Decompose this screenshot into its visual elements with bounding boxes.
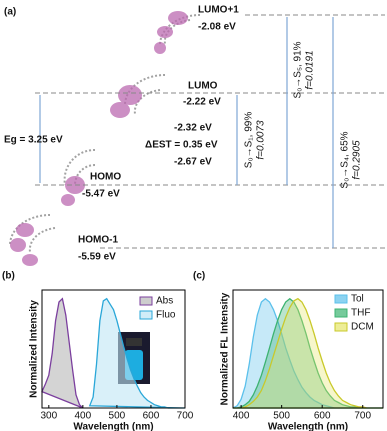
transition-label: S₀→S₄, 65%	[340, 131, 351, 188]
x-axis-label: Wavelength (nm)	[268, 422, 348, 431]
level-energy: -2.08 eV	[198, 22, 236, 33]
level-energy: -2.22 eV	[183, 97, 221, 108]
est-value: ΔEST = 0.35 eV	[145, 140, 218, 151]
spectrum	[41, 297, 84, 409]
molecule-images	[9, 11, 201, 266]
level-energy: -5.59 eV	[78, 252, 116, 263]
x-tick-label: 700	[177, 411, 194, 422]
level-name: LUMO	[188, 81, 218, 92]
level-energy: -5.47 eV	[82, 189, 120, 200]
transition-label: S₀→S₁, 99%	[244, 112, 255, 169]
gap-label: Eg = 3.25 eV	[4, 135, 63, 146]
legend-label: Fluo	[156, 310, 176, 321]
y-axis-label: Normalized Intensity	[29, 300, 40, 398]
panel-label: (b)	[2, 271, 15, 282]
legend-label: DCM	[351, 322, 374, 333]
x-tick-label: 500	[109, 411, 126, 422]
x-tick-label: 300	[40, 411, 57, 422]
plot-frame	[232, 289, 384, 409]
x-tick-label: 700	[354, 411, 371, 422]
x-tick-label: 600	[143, 411, 160, 422]
level-name: HOMO-1	[78, 235, 118, 246]
legend-swatch	[139, 310, 153, 320]
transition-f: f=0.0073	[256, 120, 267, 160]
legend-swatch	[139, 296, 153, 306]
x-tick-label: 400	[75, 411, 92, 422]
x-tick-label: 400	[233, 411, 250, 422]
y-axis-label: Normalized FL Intensity	[220, 292, 231, 405]
est-value: -2.67 eV	[174, 157, 212, 168]
transition-f: f=0.0191	[305, 50, 316, 89]
spectrum	[233, 297, 383, 409]
transition-f: f=0.2905	[352, 140, 363, 180]
level-name: LUMO+1	[198, 5, 239, 16]
x-tick-label: 500	[273, 411, 290, 422]
plot-frame	[41, 289, 186, 409]
x-axis-label: Wavelength (nm)	[73, 422, 153, 431]
legend-swatch	[334, 308, 348, 318]
panel-label: (c)	[193, 271, 205, 282]
panel-label: (a)	[4, 7, 16, 18]
legend-label: THF	[351, 308, 370, 319]
est-value: -2.32 eV	[174, 123, 212, 134]
x-tick-label: 600	[314, 411, 331, 422]
legend-label: Tol	[351, 294, 364, 305]
transition-label: S₀→S₅, 91%	[293, 41, 304, 98]
legend-swatch	[334, 322, 348, 332]
legend-swatch	[334, 294, 348, 304]
level-name: HOMO	[90, 172, 121, 183]
legend-label: Abs	[156, 296, 173, 307]
